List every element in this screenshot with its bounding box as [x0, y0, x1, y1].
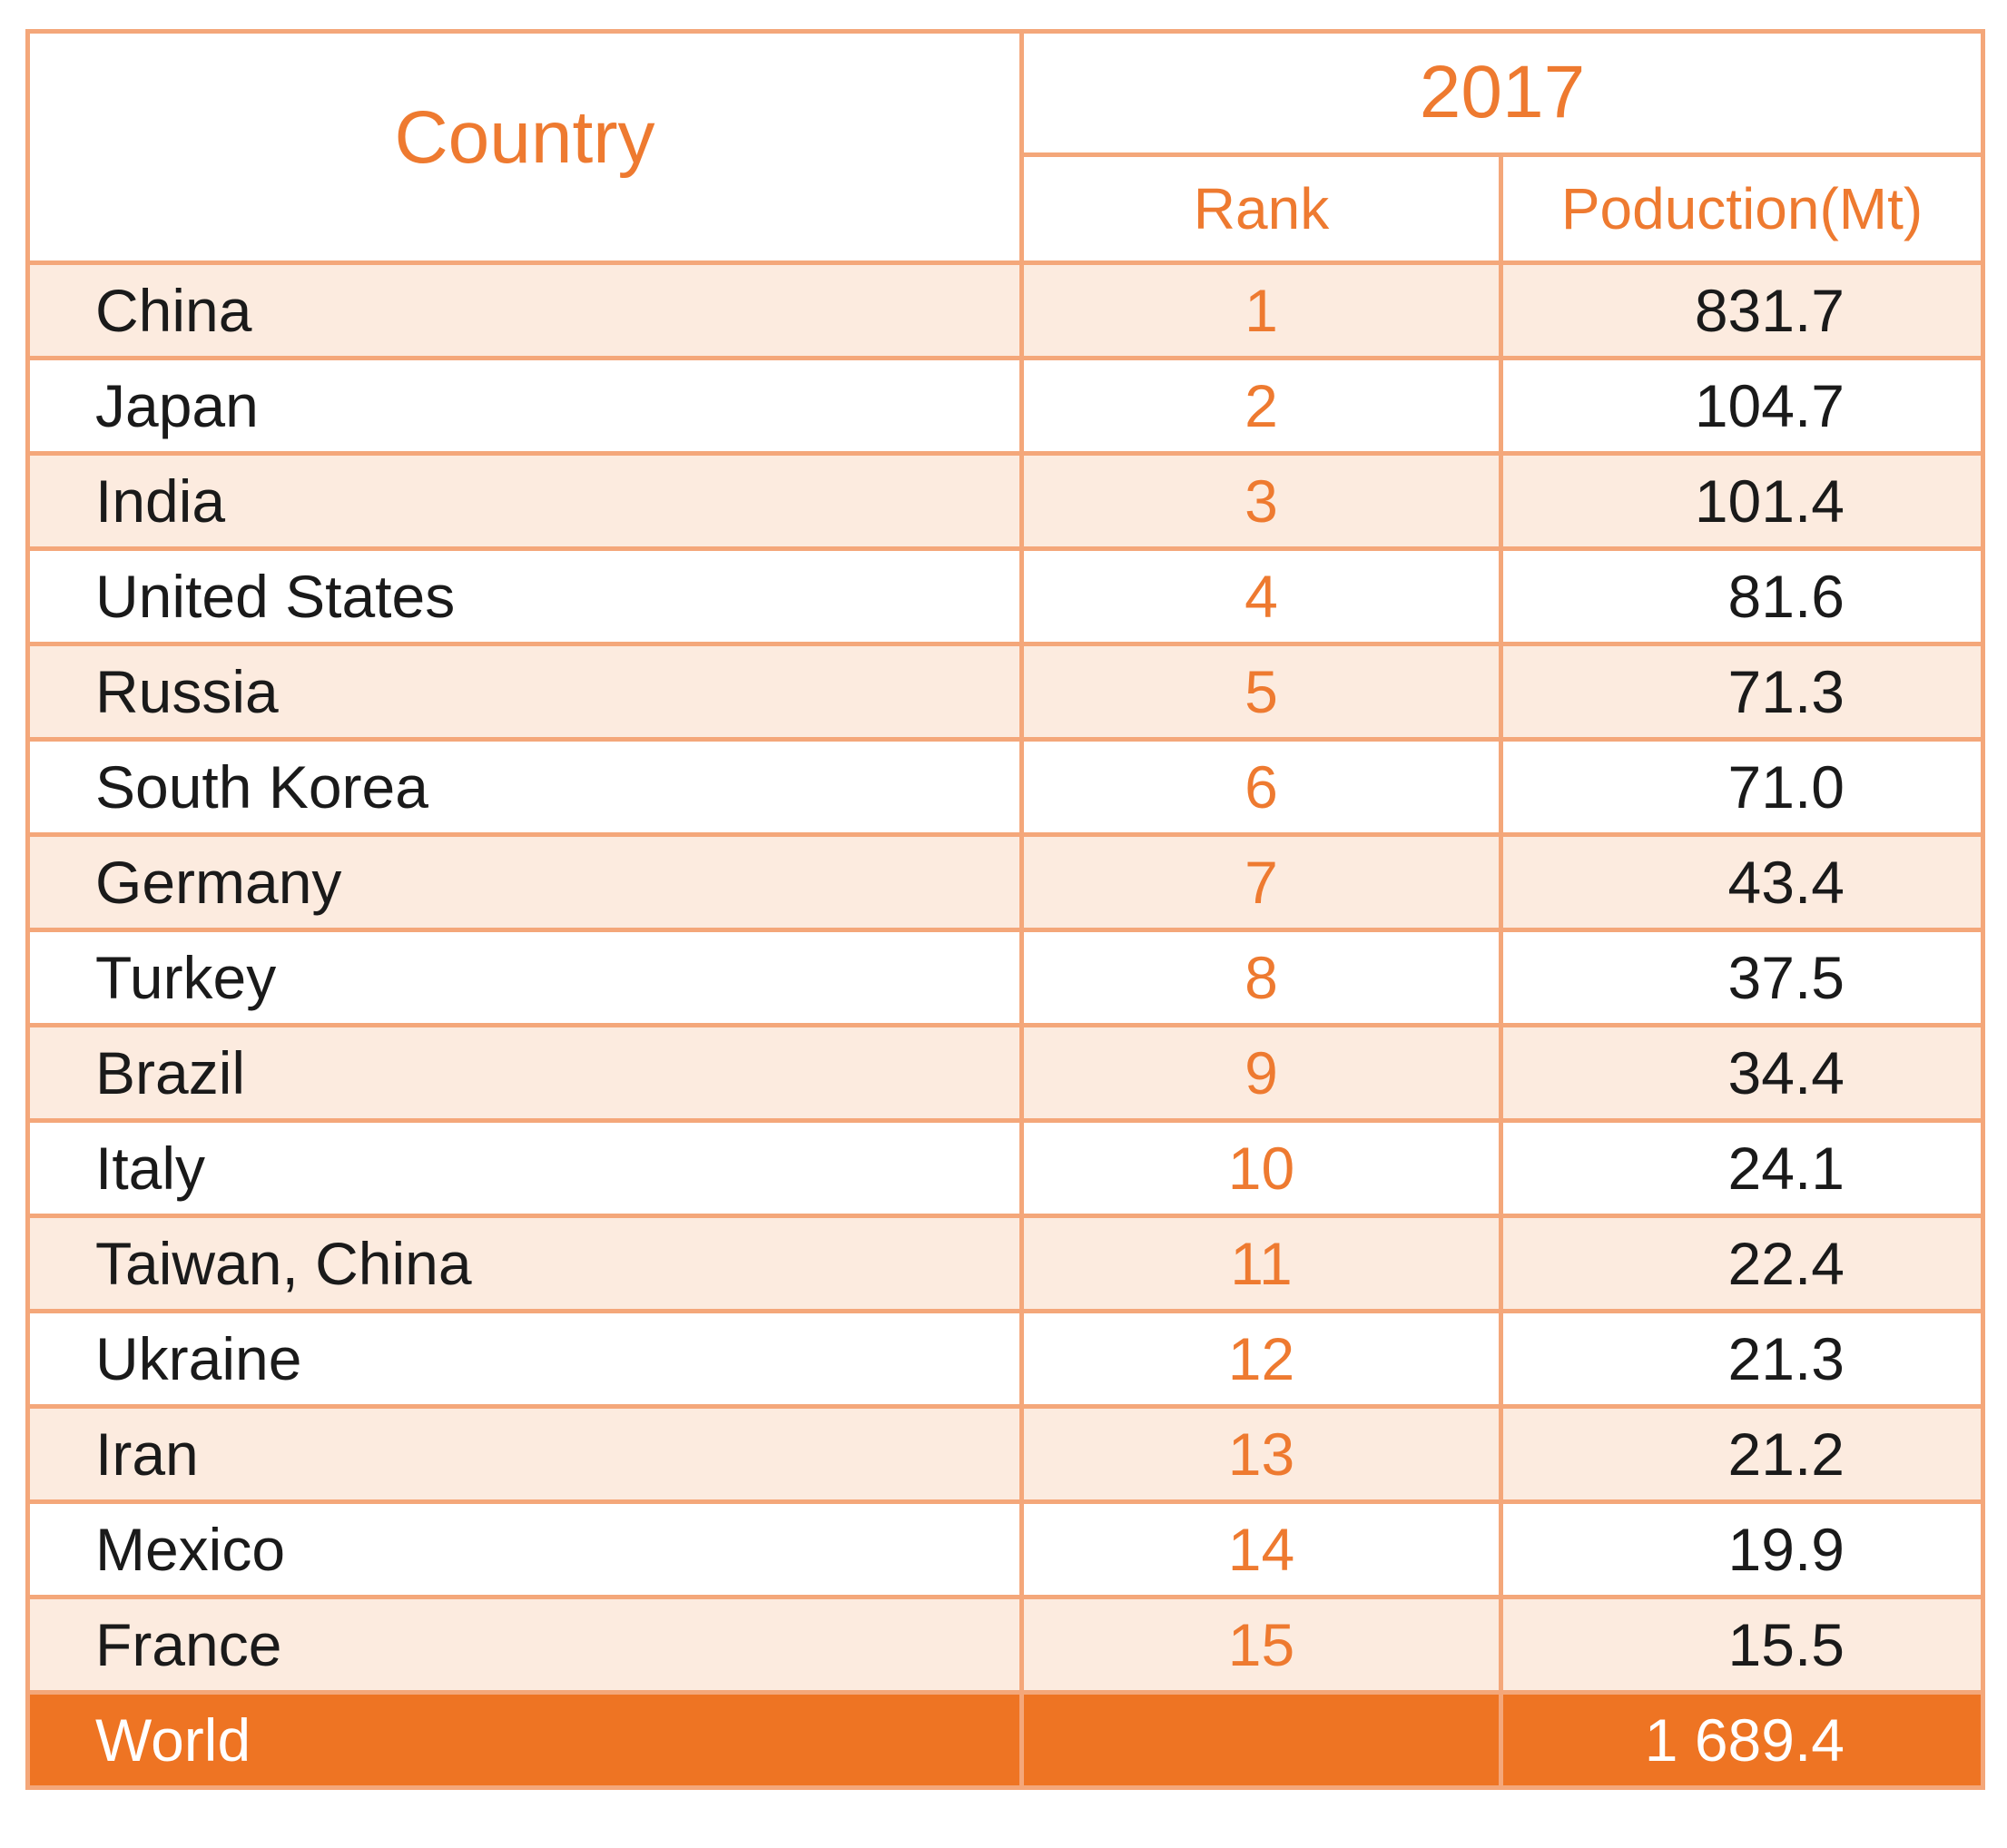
table-body: China 1 831.7 Japan 2 104.7 India 3 101.4 United … — [25, 260, 1986, 1790]
country-cell: United States — [25, 546, 1024, 646]
world-rank-cell — [1019, 1690, 1503, 1790]
rank-cell: 13 — [1019, 1404, 1503, 1504]
country-cell: France — [25, 1595, 1024, 1695]
steel-production-table: Country 2017 Rank Poduction(Mt) China 1 83… — [25, 29, 1986, 1790]
table-row: Ukraine 12 21.3 — [25, 1309, 1986, 1409]
country-cell: Mexico — [25, 1499, 1024, 1599]
rank-cell: 11 — [1019, 1214, 1503, 1313]
production-cell: 71.3 — [1498, 642, 1986, 742]
rank-cell: 3 — [1019, 451, 1503, 551]
country-cell: Turkey — [25, 928, 1024, 1027]
table-row: Taiwan, China 11 22.4 — [25, 1214, 1986, 1313]
country-cell: Italy — [25, 1118, 1024, 1218]
table-row: France 15 15.5 — [25, 1595, 1986, 1695]
country-cell: Brazil — [25, 1023, 1024, 1123]
country-cell: China — [25, 260, 1024, 360]
production-cell: 24.1 — [1498, 1118, 1986, 1218]
world-production-cell: 1 689.4 — [1498, 1690, 1986, 1790]
production-cell: 43.4 — [1498, 832, 1986, 932]
rank-cell: 2 — [1019, 356, 1503, 456]
rank-column-header: Rank — [1019, 152, 1503, 266]
production-cell: 71.0 — [1498, 737, 1986, 837]
production-column-header: Poduction(Mt) — [1498, 152, 1986, 266]
country-cell: South Korea — [25, 737, 1024, 837]
country-cell: Ukraine — [25, 1309, 1024, 1409]
table-row: Italy 10 24.1 — [25, 1118, 1986, 1218]
table-header: Country 2017 Rank Poduction(Mt) — [25, 29, 1986, 266]
country-cell: India — [25, 451, 1024, 551]
table-row: Brazil 9 34.4 — [25, 1023, 1986, 1123]
table-row: Iran 13 21.2 — [25, 1404, 1986, 1504]
header-row-sub: Rank Poduction(Mt) — [28, 152, 1986, 266]
country-column-header: Country — [25, 29, 1024, 265]
rank-cell: 4 — [1019, 546, 1503, 646]
year-column-header: 2017 — [1018, 29, 1986, 157]
table-row: Germany 7 43.4 — [25, 832, 1986, 932]
rank-cell: 9 — [1019, 1023, 1503, 1123]
rank-cell: 12 — [1019, 1309, 1503, 1409]
rank-cell: 1 — [1019, 260, 1503, 360]
production-cell: 21.2 — [1498, 1404, 1986, 1504]
table-row: United States 4 81.6 — [25, 546, 1986, 646]
table-row: Japan 2 104.7 — [25, 356, 1986, 456]
rank-cell: 8 — [1019, 928, 1503, 1027]
rank-cell: 6 — [1019, 737, 1503, 837]
table-row: Mexico 14 19.9 — [25, 1499, 1986, 1599]
production-cell: 34.4 — [1498, 1023, 1986, 1123]
production-cell: 81.6 — [1498, 546, 1986, 646]
country-cell: Japan — [25, 356, 1024, 456]
production-cell: 104.7 — [1498, 356, 1986, 456]
production-cell: 15.5 — [1498, 1595, 1986, 1695]
table-row: Russia 5 71.3 — [25, 642, 1986, 742]
country-cell: Germany — [25, 832, 1024, 932]
production-cell: 21.3 — [1498, 1309, 1986, 1409]
production-cell: 37.5 — [1498, 928, 1986, 1027]
production-cell: 831.7 — [1498, 260, 1986, 360]
country-cell: Taiwan, China — [25, 1214, 1024, 1313]
rank-cell: 14 — [1019, 1499, 1503, 1599]
rank-cell: 15 — [1019, 1595, 1503, 1695]
header-row-top: Country 2017 — [25, 29, 1986, 265]
table-row: South Korea 6 71.0 — [25, 737, 1986, 837]
production-cell: 19.9 — [1498, 1499, 1986, 1599]
country-cell: Iran — [25, 1404, 1024, 1504]
country-cell: Russia — [25, 642, 1024, 742]
table-row: India 3 101.4 — [25, 451, 1986, 551]
production-cell: 101.4 — [1498, 451, 1986, 551]
rank-cell: 10 — [1019, 1118, 1503, 1218]
table-row: China 1 831.7 — [25, 260, 1986, 360]
production-cell: 22.4 — [1498, 1214, 1986, 1313]
rank-cell: 5 — [1019, 642, 1503, 742]
world-label-cell: World — [25, 1690, 1024, 1790]
table-row: Turkey 8 37.5 — [25, 928, 1986, 1027]
rank-cell: 7 — [1019, 832, 1503, 932]
world-total-row: World 1 689.4 — [25, 1690, 1986, 1790]
